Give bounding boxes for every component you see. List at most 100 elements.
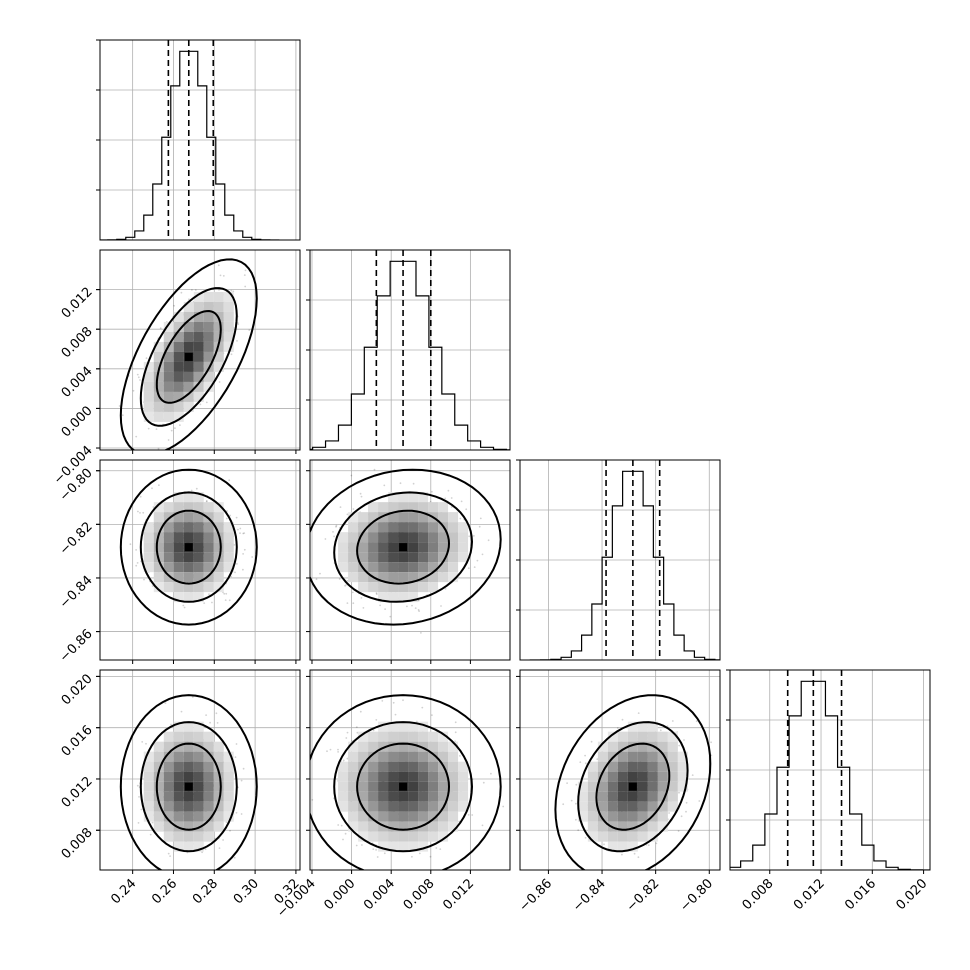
sample-point [417,609,420,611]
sample-point [468,535,471,538]
density-cell [153,351,164,362]
sample-point [346,757,349,760]
density-cell [183,331,194,342]
sample-point [476,559,479,562]
sample-point [439,848,442,850]
density-cell [203,781,214,792]
density-peak [184,352,193,361]
density-cell [153,572,164,583]
density-cell [143,391,154,402]
sample-point [236,340,238,342]
density-cell [173,791,184,802]
sample-point [179,424,181,426]
density-cell [388,572,399,583]
density-cell [173,321,184,332]
density-cell [458,522,469,533]
density-cell [143,401,154,412]
density-cell [348,532,359,543]
sample-point [473,566,476,568]
sample-point [406,605,408,608]
density-panel-2-0 [100,460,300,660]
sample-point [454,731,457,734]
sample-point [487,539,490,542]
sample-point [215,712,218,715]
sample-point [342,759,345,762]
density-cell [163,411,174,422]
axis-frame [99,249,301,451]
sample-point [216,722,219,724]
density-cell [213,512,224,523]
density-cell [183,572,194,583]
sample-point [346,731,349,734]
density-cell [223,331,234,342]
density-cell [358,542,369,553]
sample-point [450,497,453,499]
density-cell [213,741,224,752]
density-cell [378,522,389,533]
sample-point [141,741,144,743]
density-cell [203,791,214,802]
density-cell [368,522,379,533]
sample-point [338,578,341,580]
density-cell [213,821,224,832]
density-cell [183,301,194,312]
density-cell [173,811,184,822]
sample-point [429,855,432,858]
density-cell [223,781,234,792]
sample-point [229,514,232,517]
density-cell [153,502,164,513]
density-cell [183,731,194,742]
density-cell [368,542,379,553]
sample-point [333,535,335,538]
density-cell [173,411,184,422]
density-cell [203,821,214,832]
sample-point [311,799,314,801]
density-cell [163,552,174,563]
sample-point [230,575,233,578]
density-cell [183,532,194,543]
density-cell [153,821,164,832]
density-cell [428,582,439,593]
density-cell [173,582,184,593]
sample-point [361,844,363,846]
density-cell [153,401,164,412]
sample-point [151,487,153,490]
density-cell [203,771,214,782]
sample-point [157,447,160,450]
density-cell [163,771,174,782]
sample-point [182,604,185,607]
sample-point [337,824,340,826]
contour-line [155,509,222,585]
sample-point [188,298,190,301]
density-cell [203,582,214,593]
density-cell [203,572,214,583]
density-cell [428,522,439,533]
sample-point [379,604,381,607]
sample-point [199,403,202,406]
density-cell [193,351,204,362]
density-cell [183,791,194,802]
density-cell [183,391,194,402]
density-cell [183,811,194,822]
sample-point [394,713,397,716]
y-tick-label: 0.004 [59,364,96,401]
density-cell [163,401,174,412]
density-cell [143,542,154,553]
density-cell [173,331,184,342]
density-cell [163,391,174,402]
density-cell [398,562,409,573]
density-cell [388,592,399,603]
y-tick-label: 0.012 [59,774,96,811]
density-cell [153,381,164,392]
density-cell [398,492,409,503]
sample-point [417,599,420,602]
sample-point [420,632,422,634]
density-cell [203,552,214,563]
sample-point [346,602,349,604]
density-cell [448,562,459,573]
density-cell [153,411,164,422]
density-cell [153,781,164,792]
contour-line [119,258,258,450]
density-cell [173,512,184,523]
density-cell [183,381,194,392]
